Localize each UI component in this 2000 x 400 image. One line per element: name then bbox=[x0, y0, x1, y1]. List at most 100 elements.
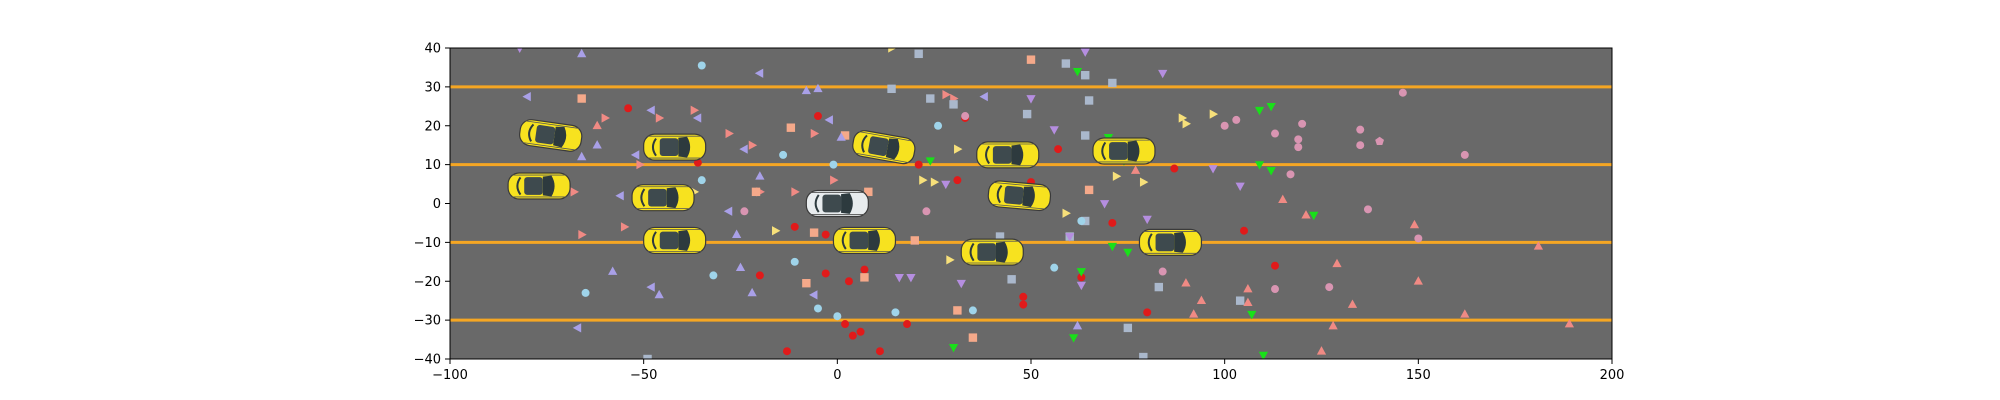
y-tick-label: 10 bbox=[424, 158, 441, 173]
vehicle-roof bbox=[822, 194, 842, 213]
scatter-point-triangle-down bbox=[1076, 268, 1086, 277]
vehicle-windshield bbox=[1011, 144, 1024, 166]
ego-vehicle bbox=[805, 189, 869, 218]
scatter-point-square bbox=[1081, 131, 1090, 140]
vehicle-rear-window bbox=[996, 184, 1003, 204]
scatter-point-triangle-up bbox=[1130, 165, 1141, 174]
scatter-point-triangle-down bbox=[1123, 248, 1133, 258]
scatter-point-circle bbox=[1054, 145, 1063, 154]
scatter-point-square bbox=[953, 306, 962, 315]
scatter-point-square bbox=[840, 131, 850, 140]
scatter-point-triangle-left bbox=[979, 91, 988, 102]
traffic-vehicle bbox=[643, 133, 707, 161]
vehicle-windshield bbox=[678, 136, 691, 158]
vehicle-windshield bbox=[885, 138, 900, 160]
vehicle-rear-window bbox=[1101, 141, 1107, 161]
scatter-point-triangle-up bbox=[1301, 210, 1311, 219]
scatter-point-square bbox=[643, 354, 652, 359]
scatter-point-square bbox=[1139, 352, 1148, 359]
x-tick-label: −50 bbox=[630, 368, 657, 383]
scatter-point-triangle-right bbox=[690, 105, 700, 115]
x-tick-label: 150 bbox=[1406, 368, 1431, 383]
y-tick-label: 40 bbox=[424, 42, 441, 57]
scatter-point-triangle-left bbox=[692, 113, 702, 123]
scatter-point-circle bbox=[1077, 273, 1086, 282]
scatter-point-triangle-up bbox=[1347, 299, 1358, 308]
vehicle-rear-window bbox=[969, 242, 975, 262]
scatter-point-circle bbox=[829, 160, 838, 169]
vehicle-side-line bbox=[993, 182, 1048, 188]
scatter-point-triangle-down bbox=[1107, 242, 1117, 252]
scatter-point-triangle-right bbox=[1209, 109, 1219, 119]
vehicle-rear-window bbox=[861, 134, 868, 153]
scatter-point-triangle-down bbox=[1258, 351, 1269, 359]
scatter-point-circle bbox=[782, 347, 791, 356]
vehicle-rear-window bbox=[651, 231, 657, 250]
scatter-point-circle bbox=[1271, 285, 1280, 294]
scatter-point-triangle-left bbox=[522, 91, 531, 102]
scatter-point-triangle-right bbox=[620, 222, 630, 232]
vehicle-roof bbox=[659, 138, 679, 156]
scatter-point-triangle-down bbox=[1254, 161, 1265, 170]
scatter-point-triangle-down bbox=[1049, 126, 1059, 135]
scatter-point-circle bbox=[1077, 217, 1086, 225]
scatter-point-triangle-up bbox=[747, 287, 757, 297]
vehicle-roof bbox=[1155, 233, 1175, 252]
scatter-point-triangle-up bbox=[608, 266, 618, 275]
scatter-point-square bbox=[1123, 323, 1133, 333]
scatter-point-triangle-right bbox=[772, 226, 781, 236]
scatter-point-circle bbox=[1220, 121, 1229, 130]
scatter-point-circle bbox=[697, 61, 706, 70]
scatter-point-triangle-up bbox=[1181, 278, 1191, 287]
scatter-point-circle bbox=[848, 331, 857, 340]
scatter-point-circle bbox=[844, 277, 853, 286]
scatter-point-triangle-left bbox=[824, 115, 833, 125]
scatter-point-circle bbox=[813, 112, 822, 121]
scatter-point-circle bbox=[693, 158, 702, 167]
vehicle-windshield bbox=[678, 230, 691, 251]
scatter-point-circle bbox=[875, 347, 884, 356]
scatter-point-triangle-down bbox=[1208, 165, 1218, 174]
scatter-point-triangle-up bbox=[1278, 194, 1288, 203]
traffic-vehicle bbox=[987, 180, 1052, 212]
scatter-point-triangle-down bbox=[1076, 281, 1086, 291]
scatter-point-circle bbox=[821, 230, 830, 239]
y-tick-label: 30 bbox=[424, 80, 441, 95]
scatter-point-triangle-up bbox=[1564, 318, 1575, 328]
scatter-point-circle bbox=[755, 271, 764, 280]
scatter-point-square bbox=[1007, 275, 1016, 284]
vehicle-roof bbox=[1004, 185, 1024, 205]
scatter-point-square bbox=[1084, 96, 1094, 105]
vehicle-windshield bbox=[841, 193, 853, 214]
x-tick-label: 100 bbox=[1212, 368, 1237, 383]
scatter-point-triangle-down bbox=[1158, 69, 1168, 79]
scatter-point-triangle-up bbox=[801, 85, 811, 95]
scatter-point-circle bbox=[953, 176, 962, 185]
scatter-point-circle bbox=[1170, 164, 1179, 173]
scatter-point-triangle-right bbox=[1112, 171, 1122, 181]
scatter-point-triangle-right bbox=[888, 48, 897, 53]
scatter-point-circle bbox=[1019, 292, 1028, 301]
vehicle-rear-window bbox=[841, 231, 847, 250]
scatter-point-triangle-up bbox=[755, 171, 765, 180]
scatter-point-triangle-down bbox=[1266, 167, 1276, 176]
scatter-point-triangle-down bbox=[1142, 215, 1152, 225]
scatter-point-triangle-down bbox=[1080, 48, 1090, 57]
scatter-point-triangle-up bbox=[592, 120, 602, 130]
scatter-point-triangle-right bbox=[791, 187, 800, 197]
scatter-point-circle bbox=[833, 312, 842, 321]
scatter-point-triangle-right bbox=[601, 113, 610, 123]
scatter-point-square bbox=[1061, 59, 1071, 68]
scatter-point-square bbox=[802, 278, 811, 288]
scatter-point-triangle-left bbox=[739, 144, 748, 154]
scatter-point-circle bbox=[1143, 308, 1152, 317]
scatter-point-triangle-up bbox=[1409, 219, 1420, 229]
scatter-point-circle bbox=[697, 176, 706, 185]
scatter-point-triangle-left bbox=[723, 206, 733, 216]
vehicles bbox=[507, 119, 1203, 266]
scatter-point-square bbox=[860, 273, 869, 282]
scatter-point-triangle-up bbox=[1413, 276, 1423, 285]
traffic-vehicle bbox=[960, 238, 1024, 266]
vehicle-roof bbox=[849, 231, 869, 250]
scatter-point-circle bbox=[1019, 300, 1028, 309]
